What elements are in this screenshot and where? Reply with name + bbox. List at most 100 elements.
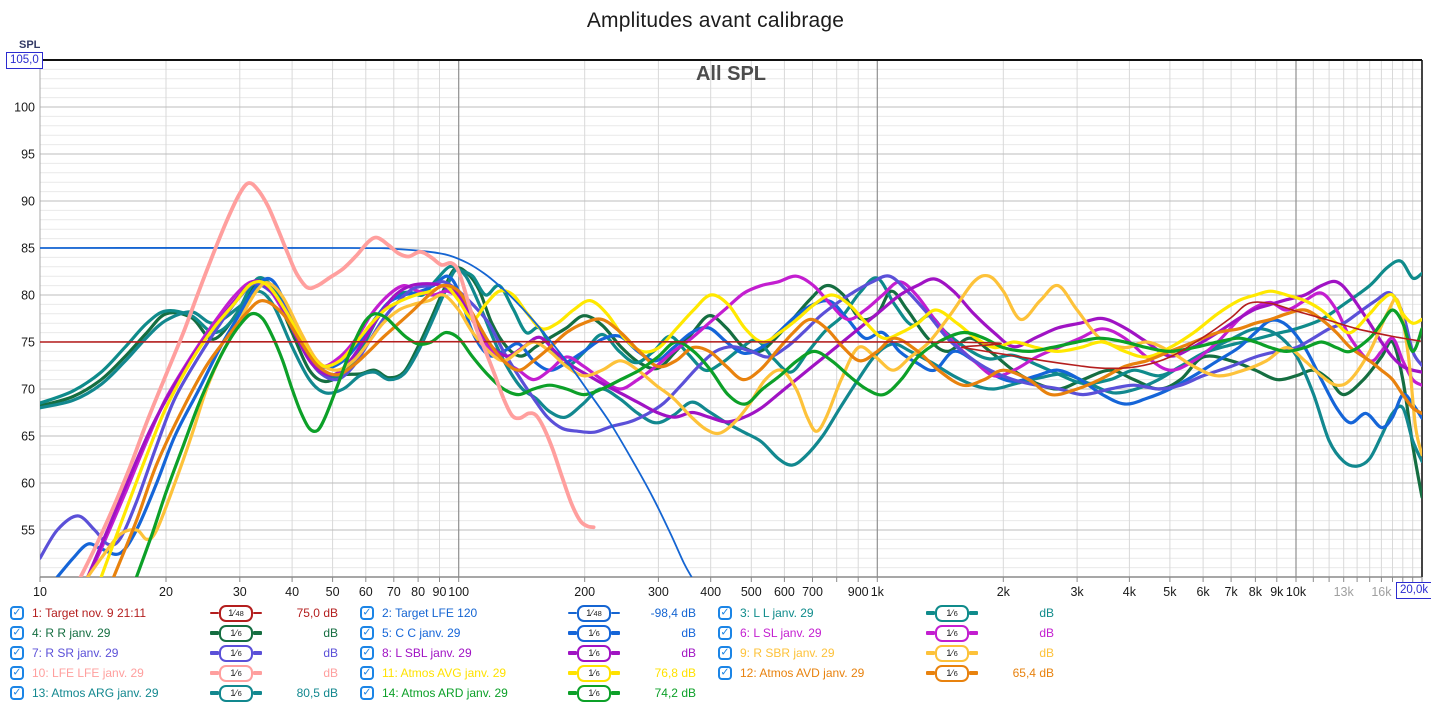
measurement-checkbox[interactable]: ✓ <box>360 626 374 640</box>
smoothing-value: 1⁄ 6 <box>219 624 253 642</box>
y-tick-label: 85 <box>21 242 35 256</box>
legend-label[interactable]: 9: R SBR janv. 29 <box>740 646 835 660</box>
series-line-swatch <box>611 631 620 635</box>
y-tick-label: 70 <box>21 383 35 397</box>
smoothing-value: 1⁄ 6 <box>219 644 253 662</box>
smoothing-numerator: 1⁄ <box>230 667 238 679</box>
legend-label[interactable]: 10: LFE LFE janv. 29 <box>32 666 144 680</box>
smoothing-numerator: 1⁄ <box>230 687 238 699</box>
smoothing-numerator: 1⁄ <box>588 667 596 679</box>
x-axis-ticks <box>39 577 1423 582</box>
checkmark-icon: ✓ <box>362 626 372 639</box>
x-tick-label: 70 <box>387 585 401 599</box>
legend-entry: ✓ 2: Target LFE 120 1⁄ 48 -98,4 dB <box>360 603 696 623</box>
measurement-checkbox[interactable]: ✓ <box>718 606 732 620</box>
legend-label[interactable]: 12: Atmos AVD janv. 29 <box>740 666 865 680</box>
legend-label[interactable]: 3: L L janv. 29 <box>740 606 814 620</box>
legend-entry: ✓ 13: Atmos ARG janv. 29 1⁄ 6 80,5 dB <box>10 683 338 703</box>
x-tick-label: 40 <box>285 585 299 599</box>
measurement-checkbox[interactable]: ✓ <box>718 646 732 660</box>
legend-value: 75,0 dB <box>296 606 338 620</box>
x-axis-max-input[interactable]: 20,0k <box>1396 582 1431 599</box>
measurement-checkbox[interactable]: ✓ <box>360 666 374 680</box>
y-axis-title: SPL <box>19 39 41 51</box>
legend-label[interactable]: 1: Target nov. 9 21:11 <box>32 606 147 620</box>
measurement-checkbox[interactable]: ✓ <box>360 686 374 700</box>
series-line-swatch <box>253 651 262 655</box>
spl-chart: 10 20 30 40 50 60 70 80 90 100 200 300 400 500 600 700 9… <box>14 59 1423 599</box>
legend-label[interactable]: 11: Atmos AVG janv. 29 <box>382 666 507 680</box>
legend-value: dB <box>1039 646 1054 660</box>
legend-value: dB <box>681 626 696 640</box>
measurement-checkbox[interactable]: ✓ <box>10 666 24 680</box>
x-tick-label: 2k <box>997 585 1011 599</box>
smoothing-numerator: 1⁄ <box>588 647 596 659</box>
smoothing-numerator: 1⁄ <box>228 607 236 619</box>
legend-value: -98,4 dB <box>650 606 696 620</box>
chart-title: All SPL <box>695 63 766 85</box>
smoothing-badge: 1⁄ 6 <box>210 644 262 662</box>
series-r_sbr-curve <box>86 273 1422 577</box>
smoothing-badge: 1⁄ 6 <box>926 644 978 662</box>
legend-value: dB <box>1039 626 1054 640</box>
page-title: Amplitudes avant calibrage <box>586 9 845 32</box>
y-tick-label: 90 <box>21 195 35 209</box>
series-lfe-curve <box>78 181 596 577</box>
legend-value: dB <box>681 646 696 660</box>
legend-value: dB <box>323 626 338 640</box>
checkmark-icon: ✓ <box>720 646 730 659</box>
legend-entry: ✓ 6: L SL janv. 29 1⁄ 6 dB <box>718 623 1054 643</box>
series-line-swatch <box>926 631 935 635</box>
measurement-checkbox[interactable]: ✓ <box>10 626 24 640</box>
x-tick-label: 500 <box>741 585 762 599</box>
smoothing-value: 1⁄ 6 <box>577 664 611 682</box>
x-tick-label: 600 <box>774 585 795 599</box>
legend-label[interactable]: 13: Atmos ARG janv. 29 <box>32 686 159 700</box>
smoothing-numerator: 1⁄ <box>946 627 954 639</box>
series-line-swatch <box>611 691 620 695</box>
measurement-checkbox[interactable]: ✓ <box>10 606 24 620</box>
series-avd-curve <box>112 283 1422 577</box>
smoothing-denominator: 6 <box>953 608 958 618</box>
measurement-checkbox[interactable]: ✓ <box>718 666 732 680</box>
smoothing-denominator: 6 <box>595 668 600 678</box>
legend-label[interactable]: 8: L SBL janv. 29 <box>382 646 472 660</box>
smoothing-numerator: 1⁄ <box>946 647 954 659</box>
measurement-checkbox[interactable]: ✓ <box>360 606 374 620</box>
x-tick-label: 10k <box>1286 585 1307 599</box>
smoothing-value: 1⁄ 6 <box>935 664 969 682</box>
measurement-checkbox[interactable]: ✓ <box>718 626 732 640</box>
measurement-checkbox[interactable]: ✓ <box>10 686 24 700</box>
legend-entry: ✓ 7: R SR janv. 29 1⁄ 6 dB <box>10 643 338 663</box>
legend-value: 74,2 dB <box>654 686 696 700</box>
checkmark-icon: ✓ <box>362 646 372 659</box>
series-line-swatch <box>568 611 577 615</box>
x-tick-label: 30 <box>233 585 247 599</box>
legend-entry: ✓ 4: R R janv. 29 1⁄ 6 dB <box>10 623 338 643</box>
legend-label[interactable]: 7: R SR janv. 29 <box>32 646 119 660</box>
grid-decade-vertical <box>458 60 1297 577</box>
smoothing-badge: 1⁄ 6 <box>210 624 262 642</box>
smoothing-badge: 1⁄ 6 <box>568 624 620 642</box>
y-axis-max-input[interactable]: 105,0 <box>6 52 43 69</box>
y-tick-label: 60 <box>21 477 35 491</box>
legend-label[interactable]: 2: Target LFE 120 <box>382 606 478 620</box>
legend-value: dB <box>323 646 338 660</box>
series-line-swatch <box>253 611 262 615</box>
legend-label[interactable]: 5: C C janv. 29 <box>382 626 461 640</box>
x-tick-label: 200 <box>574 585 595 599</box>
smoothing-badge: 1⁄ 48 <box>210 604 262 622</box>
y-tick-label: 80 <box>21 289 35 303</box>
x-tick-label: 100 <box>448 585 469 599</box>
x-tick-label: 3k <box>1070 585 1084 599</box>
x-tick-label: 90 <box>433 585 447 599</box>
legend-label[interactable]: 4: R R janv. 29 <box>32 626 111 640</box>
measurement-checkbox[interactable]: ✓ <box>10 646 24 660</box>
measurement-checkbox[interactable]: ✓ <box>360 646 374 660</box>
y-tick-label: 95 <box>21 148 35 162</box>
legend-label[interactable]: 6: L SL janv. 29 <box>740 626 822 640</box>
x-tick-label: 300 <box>648 585 669 599</box>
legend-label[interactable]: 14: Atmos ARD janv. 29 <box>382 686 508 700</box>
series-avg-curve <box>99 280 1422 577</box>
checkmark-icon: ✓ <box>362 686 372 699</box>
